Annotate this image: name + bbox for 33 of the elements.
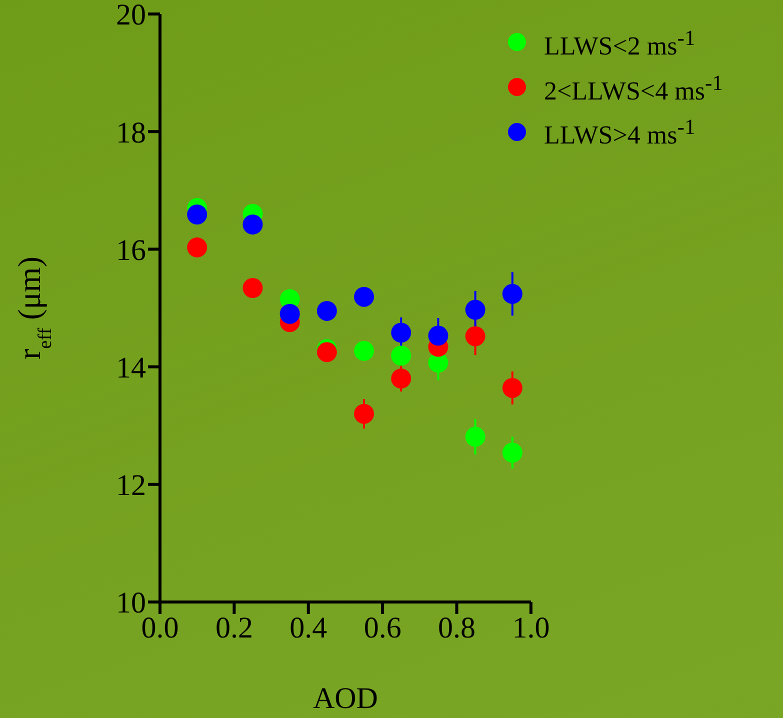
y-tick-label: 18 [116,116,146,150]
legend-label: 2<LLWS<4 ms$^{-1}$ [544,70,723,108]
x-tick-label: 1.0 [512,611,550,644]
point [280,304,300,324]
y-tick-label: 14 [116,351,146,384]
y-tick-label: 20 [116,0,146,32]
point [391,368,412,389]
point [465,300,486,320]
point [354,340,374,361]
point [242,278,263,298]
x-axis-title: AOD [312,682,378,715]
point [354,286,374,307]
point [187,237,208,258]
x-tick-label: 0.8 [438,611,476,644]
point [316,300,337,321]
point [187,204,208,225]
point [391,322,412,343]
y-tick-label: 12 [116,469,146,502]
point [502,442,522,463]
x-tick-label: 0.4 [290,611,328,644]
point [242,214,263,235]
point [465,326,486,346]
point [391,346,412,366]
legend-label: LLWS>4 ms$^{-1}$ [544,114,696,152]
point [502,378,522,398]
point [502,284,522,304]
y-tick-label: 16 [116,234,146,267]
legend-label: LLWS<2 ms$^{-1}$ [544,25,696,63]
point [428,326,448,346]
x-tick-label: 0.2 [215,611,253,644]
point [354,404,374,424]
point [465,426,486,447]
x-tick-label: 0.6 [364,611,402,644]
